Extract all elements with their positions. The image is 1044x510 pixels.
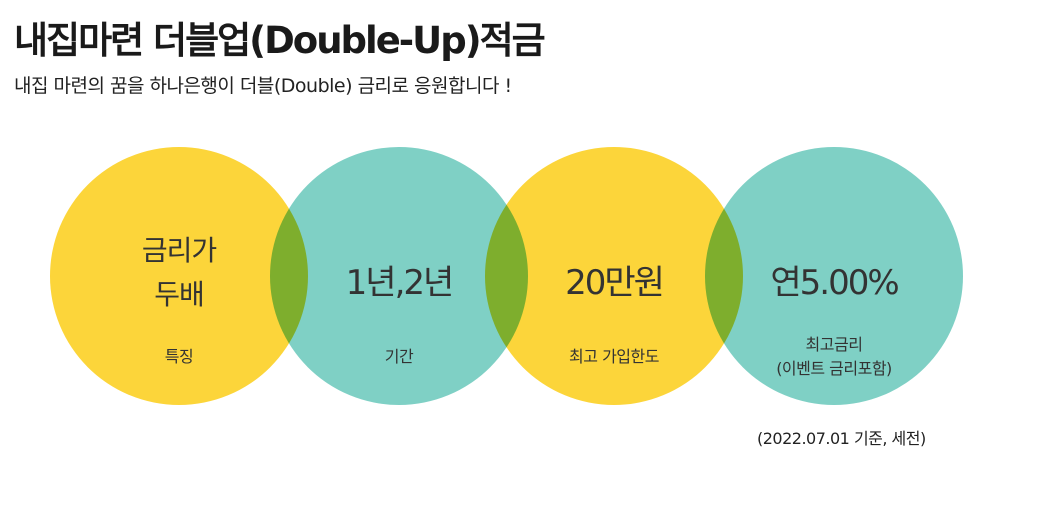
feature-rate-label: 최고금리 (이벤트 금리포함) (705, 333, 963, 381)
rate-basis-note: (2022.07.01 기준, 세전) (757, 429, 926, 448)
feature-rate-label-line2: (이벤트 금리포함) (776, 359, 892, 378)
feature-benefit-value-line2: 두배 (154, 278, 205, 311)
feature-circle-rate (705, 147, 963, 405)
feature-rate-value: 연5.00% (770, 263, 899, 303)
feature-limit-label: 최고 가입한도 (569, 347, 659, 366)
feature-circle-limit (485, 147, 743, 405)
feature-benefit-value-line1: 금리가 (141, 234, 217, 267)
feature-benefit-label: 특징 (164, 347, 194, 366)
feature-limit-value: 20만원 (565, 263, 665, 303)
feature-benefit: 금리가 두배 특징 (50, 147, 308, 405)
feature-period: 1년,2년 기간 (270, 147, 528, 405)
page-subtitle: 내집 마련의 꿈을 하나은행이 더블(Double) 금리로 응원합니다 ! (14, 75, 512, 97)
feature-circle-benefit (50, 147, 308, 405)
page-title: 내집마련 더블업(Double-Up)적금 (14, 19, 546, 62)
feature-period-label: 기간 (384, 347, 414, 366)
feature-limit: 20만원 최고 가입한도 (485, 147, 743, 405)
feature-rate-label-line1: 최고금리 (805, 335, 863, 354)
feature-benefit-value: 금리가 두배 (50, 229, 308, 317)
feature-period-value: 1년,2년 (345, 263, 455, 303)
feature-rate: 연5.00% 최고금리 (이벤트 금리포함) (705, 147, 963, 405)
